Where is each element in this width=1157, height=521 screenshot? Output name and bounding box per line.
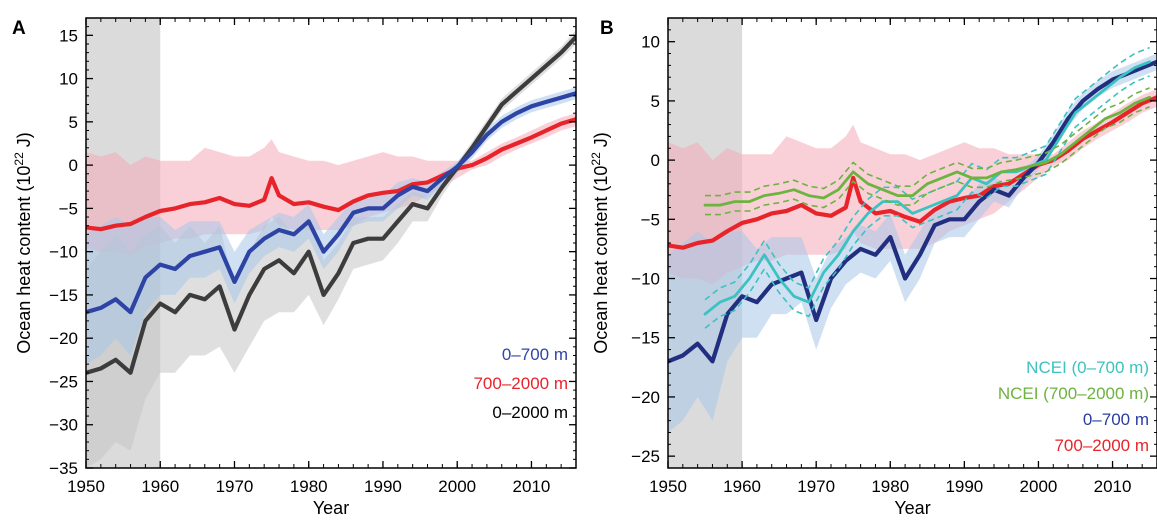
x-tick-label: 1970 xyxy=(797,477,835,496)
legend-entry: 700–2000 m xyxy=(473,374,568,393)
y-tick-label: −10 xyxy=(631,270,660,289)
series-line-NCEI (0–700 m) xyxy=(703,60,1151,316)
y-tick-label: 15 xyxy=(59,26,78,45)
y-tick-label: −25 xyxy=(49,372,78,391)
y-axis-label-prefix: Ocean heat content (10 xyxy=(14,166,34,354)
y-tick-label: 5 xyxy=(69,113,78,132)
y-tick-label: −15 xyxy=(49,286,78,305)
y-tick-label: −20 xyxy=(631,388,660,407)
band-0–700 m xyxy=(668,53,1157,433)
x-axis-label: Year xyxy=(313,498,349,518)
x-tick-label: 1980 xyxy=(871,477,909,496)
y-tick-label: 0 xyxy=(69,156,78,175)
x-tick-label: 1960 xyxy=(141,477,179,496)
series-line-0–2000 m xyxy=(86,34,576,375)
band-700–2000 m xyxy=(86,113,576,256)
plot-area xyxy=(668,18,1157,468)
x-tick-label: 2010 xyxy=(513,477,551,496)
y-axis-label: Ocean heat content (1022 J) xyxy=(12,132,34,354)
legend-entry: 700–2000 m xyxy=(1054,436,1149,455)
legend-entry: 0–700 m xyxy=(502,345,568,364)
band-0–700 m xyxy=(86,87,576,365)
y-axis-label-exponent: 22 xyxy=(589,152,603,166)
y-tick-label: 10 xyxy=(59,70,78,89)
x-tick-label: 1950 xyxy=(649,477,687,496)
series-line-700–2000 m xyxy=(668,95,1157,250)
panel-letter: B xyxy=(600,18,614,39)
panel-b: 1950 1960 1970 1980 1990 2000 2010 −25 −20 −15 −10… xyxy=(589,17,1157,518)
y-tick-label: 5 xyxy=(651,92,660,111)
y-tick-label: 0 xyxy=(651,151,660,170)
x-tick-label: 1980 xyxy=(290,477,328,496)
panel-letter: A xyxy=(12,18,26,39)
band-700–2000 m xyxy=(668,89,1157,285)
x-axis-label: Year xyxy=(894,498,930,518)
series-line-0–700 m xyxy=(86,91,576,315)
x-tick-label: 1950 xyxy=(67,477,105,496)
series-line-700–2000 m xyxy=(86,117,576,232)
x-tick-label: 1990 xyxy=(364,477,402,496)
y-axis-label-exponent: 22 xyxy=(12,152,26,166)
x-tick-label: 1990 xyxy=(945,477,983,496)
y-tick-label: 10 xyxy=(641,33,660,52)
y-axis-label-suffix: J) xyxy=(591,132,611,152)
series-uncertainty-upper-NCEI (0–700 m) xyxy=(704,46,1150,301)
y-tick-label: −10 xyxy=(49,243,78,262)
legend-entry: 0–2000 m xyxy=(492,403,568,422)
x-tick-label: 2000 xyxy=(1020,477,1058,496)
x-tick-label: 2010 xyxy=(1094,477,1132,496)
legend-entry: 0–700 m xyxy=(1083,410,1149,429)
y-tick-label: −15 xyxy=(631,329,660,348)
y-tick-label: −30 xyxy=(49,416,78,435)
plot-area xyxy=(86,18,576,468)
y-tick-label: −35 xyxy=(49,459,78,478)
series-uncertainty-upper-NCEI (700–2000 m) xyxy=(705,87,1150,197)
series-line-NCEI (700–2000 m) xyxy=(703,95,1151,207)
x-tick-label: 2000 xyxy=(438,477,476,496)
y-tick-label: −5 xyxy=(641,210,660,229)
y-axis-label: Ocean heat content (1022 J) xyxy=(589,132,611,354)
y-axis-label-suffix: J) xyxy=(14,132,34,152)
legend-entry: NCEI (0–700 m) xyxy=(1026,358,1149,377)
series-uncertainty-lower-NCEI (0–700 m) xyxy=(704,75,1150,329)
y-axis-label-prefix: Ocean heat content (10 xyxy=(591,166,611,354)
y-tick-label: −25 xyxy=(631,447,660,466)
legend-entry: NCEI (700–2000 m) xyxy=(998,384,1149,403)
series-uncertainty-lower-NCEI (700–2000 m) xyxy=(705,106,1150,216)
y-tick-label: −20 xyxy=(49,329,78,348)
series-line-0–700 m xyxy=(668,59,1157,364)
x-tick-label: 1970 xyxy=(216,477,254,496)
panel-a: 1950 1960 1970 1980 1990 2000 2010 −35 −30 −25 −20… xyxy=(12,17,577,518)
y-tick-label: −5 xyxy=(59,199,78,218)
x-tick-label: 1960 xyxy=(723,477,761,496)
